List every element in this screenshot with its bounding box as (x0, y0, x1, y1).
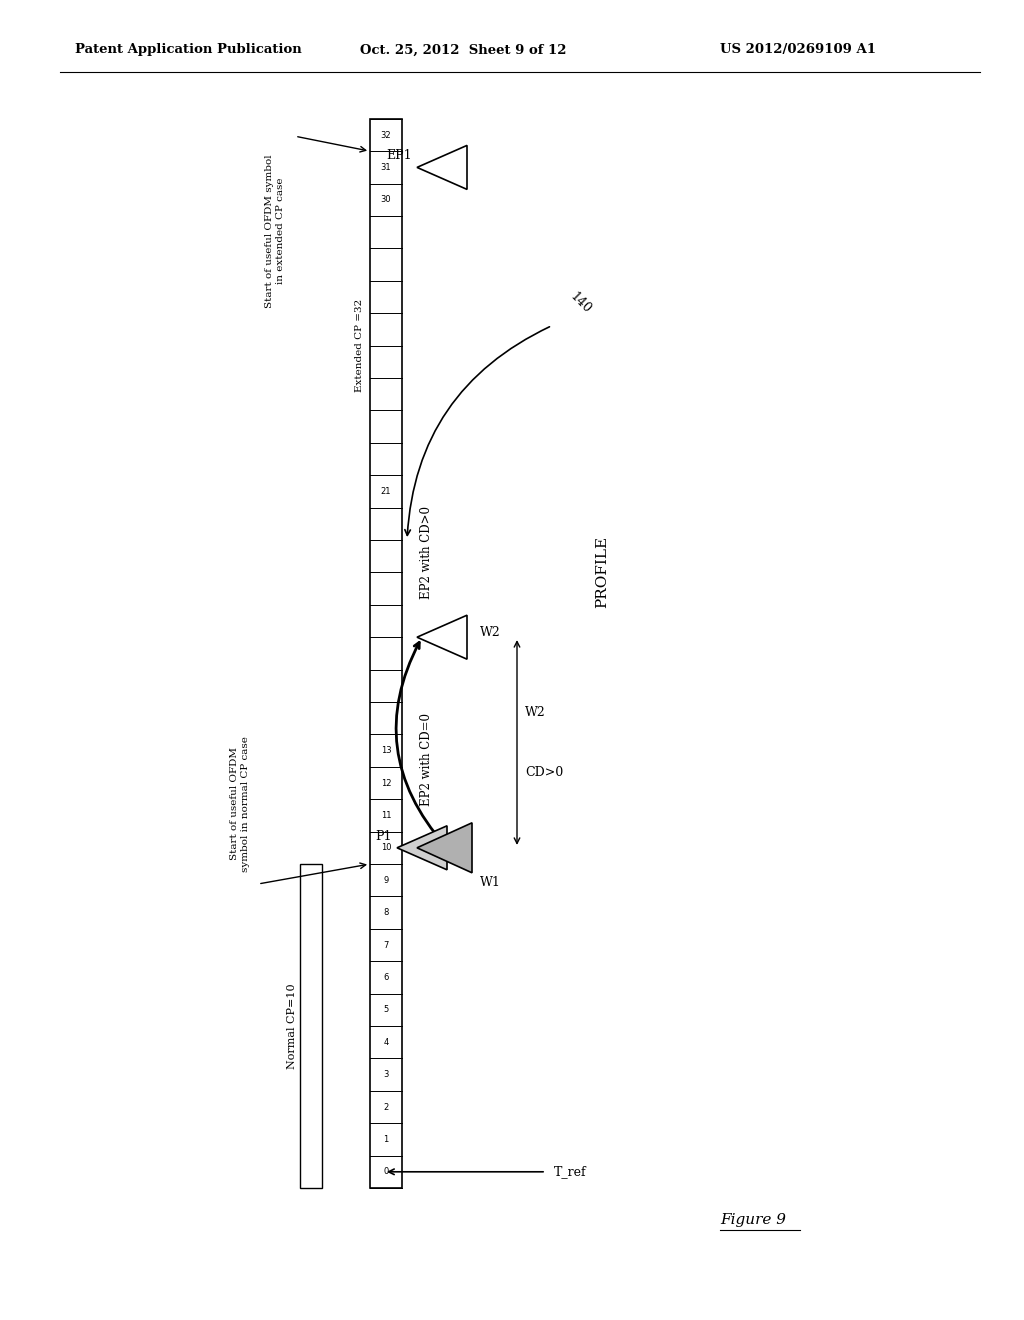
Text: 7: 7 (383, 940, 389, 949)
Text: EP1: EP1 (386, 149, 412, 162)
Text: W2: W2 (525, 706, 546, 719)
Text: EP2 with CD=0: EP2 with CD=0 (420, 713, 433, 805)
Text: 6: 6 (383, 973, 389, 982)
Text: 10: 10 (381, 843, 391, 853)
Text: 3: 3 (383, 1071, 389, 1080)
Text: Start of useful OFDM
symbol in normal CP case: Start of useful OFDM symbol in normal CP… (229, 737, 251, 873)
Text: 9: 9 (383, 875, 389, 884)
Polygon shape (397, 826, 447, 870)
Text: US 2012/0269109 A1: US 2012/0269109 A1 (720, 44, 876, 57)
Polygon shape (417, 822, 472, 873)
Text: 21: 21 (381, 487, 391, 496)
Text: 5: 5 (383, 1006, 389, 1014)
Text: 32: 32 (381, 131, 391, 140)
Text: CD>0: CD>0 (525, 766, 563, 779)
Text: 11: 11 (381, 810, 391, 820)
Text: PROFILE: PROFILE (595, 536, 609, 609)
Text: 4: 4 (383, 1038, 389, 1047)
Text: EP2 with CD>0: EP2 with CD>0 (420, 506, 433, 599)
Text: 31: 31 (381, 162, 391, 172)
Text: Extended CP =32: Extended CP =32 (355, 298, 365, 392)
Text: W1: W1 (480, 876, 501, 890)
Text: T_ref: T_ref (554, 1166, 587, 1179)
Text: 0: 0 (383, 1167, 389, 1176)
Bar (370, 119, 402, 1188)
Text: 2: 2 (383, 1102, 389, 1111)
Text: 1: 1 (383, 1135, 389, 1144)
Text: Oct. 25, 2012  Sheet 9 of 12: Oct. 25, 2012 Sheet 9 of 12 (360, 44, 566, 57)
Text: 140: 140 (567, 289, 593, 315)
Text: Patent Application Publication: Patent Application Publication (75, 44, 302, 57)
Text: W2: W2 (480, 626, 501, 639)
Text: Figure 9: Figure 9 (720, 1213, 786, 1228)
Text: 12: 12 (381, 779, 391, 788)
Text: 13: 13 (381, 746, 391, 755)
Text: Normal CP=10: Normal CP=10 (287, 983, 297, 1069)
Text: 30: 30 (381, 195, 391, 205)
Bar (300, 865, 322, 1188)
Text: P1: P1 (376, 830, 392, 842)
Text: Start of useful OFDM symbol
in extended CP case: Start of useful OFDM symbol in extended … (264, 154, 286, 308)
Text: 8: 8 (383, 908, 389, 917)
